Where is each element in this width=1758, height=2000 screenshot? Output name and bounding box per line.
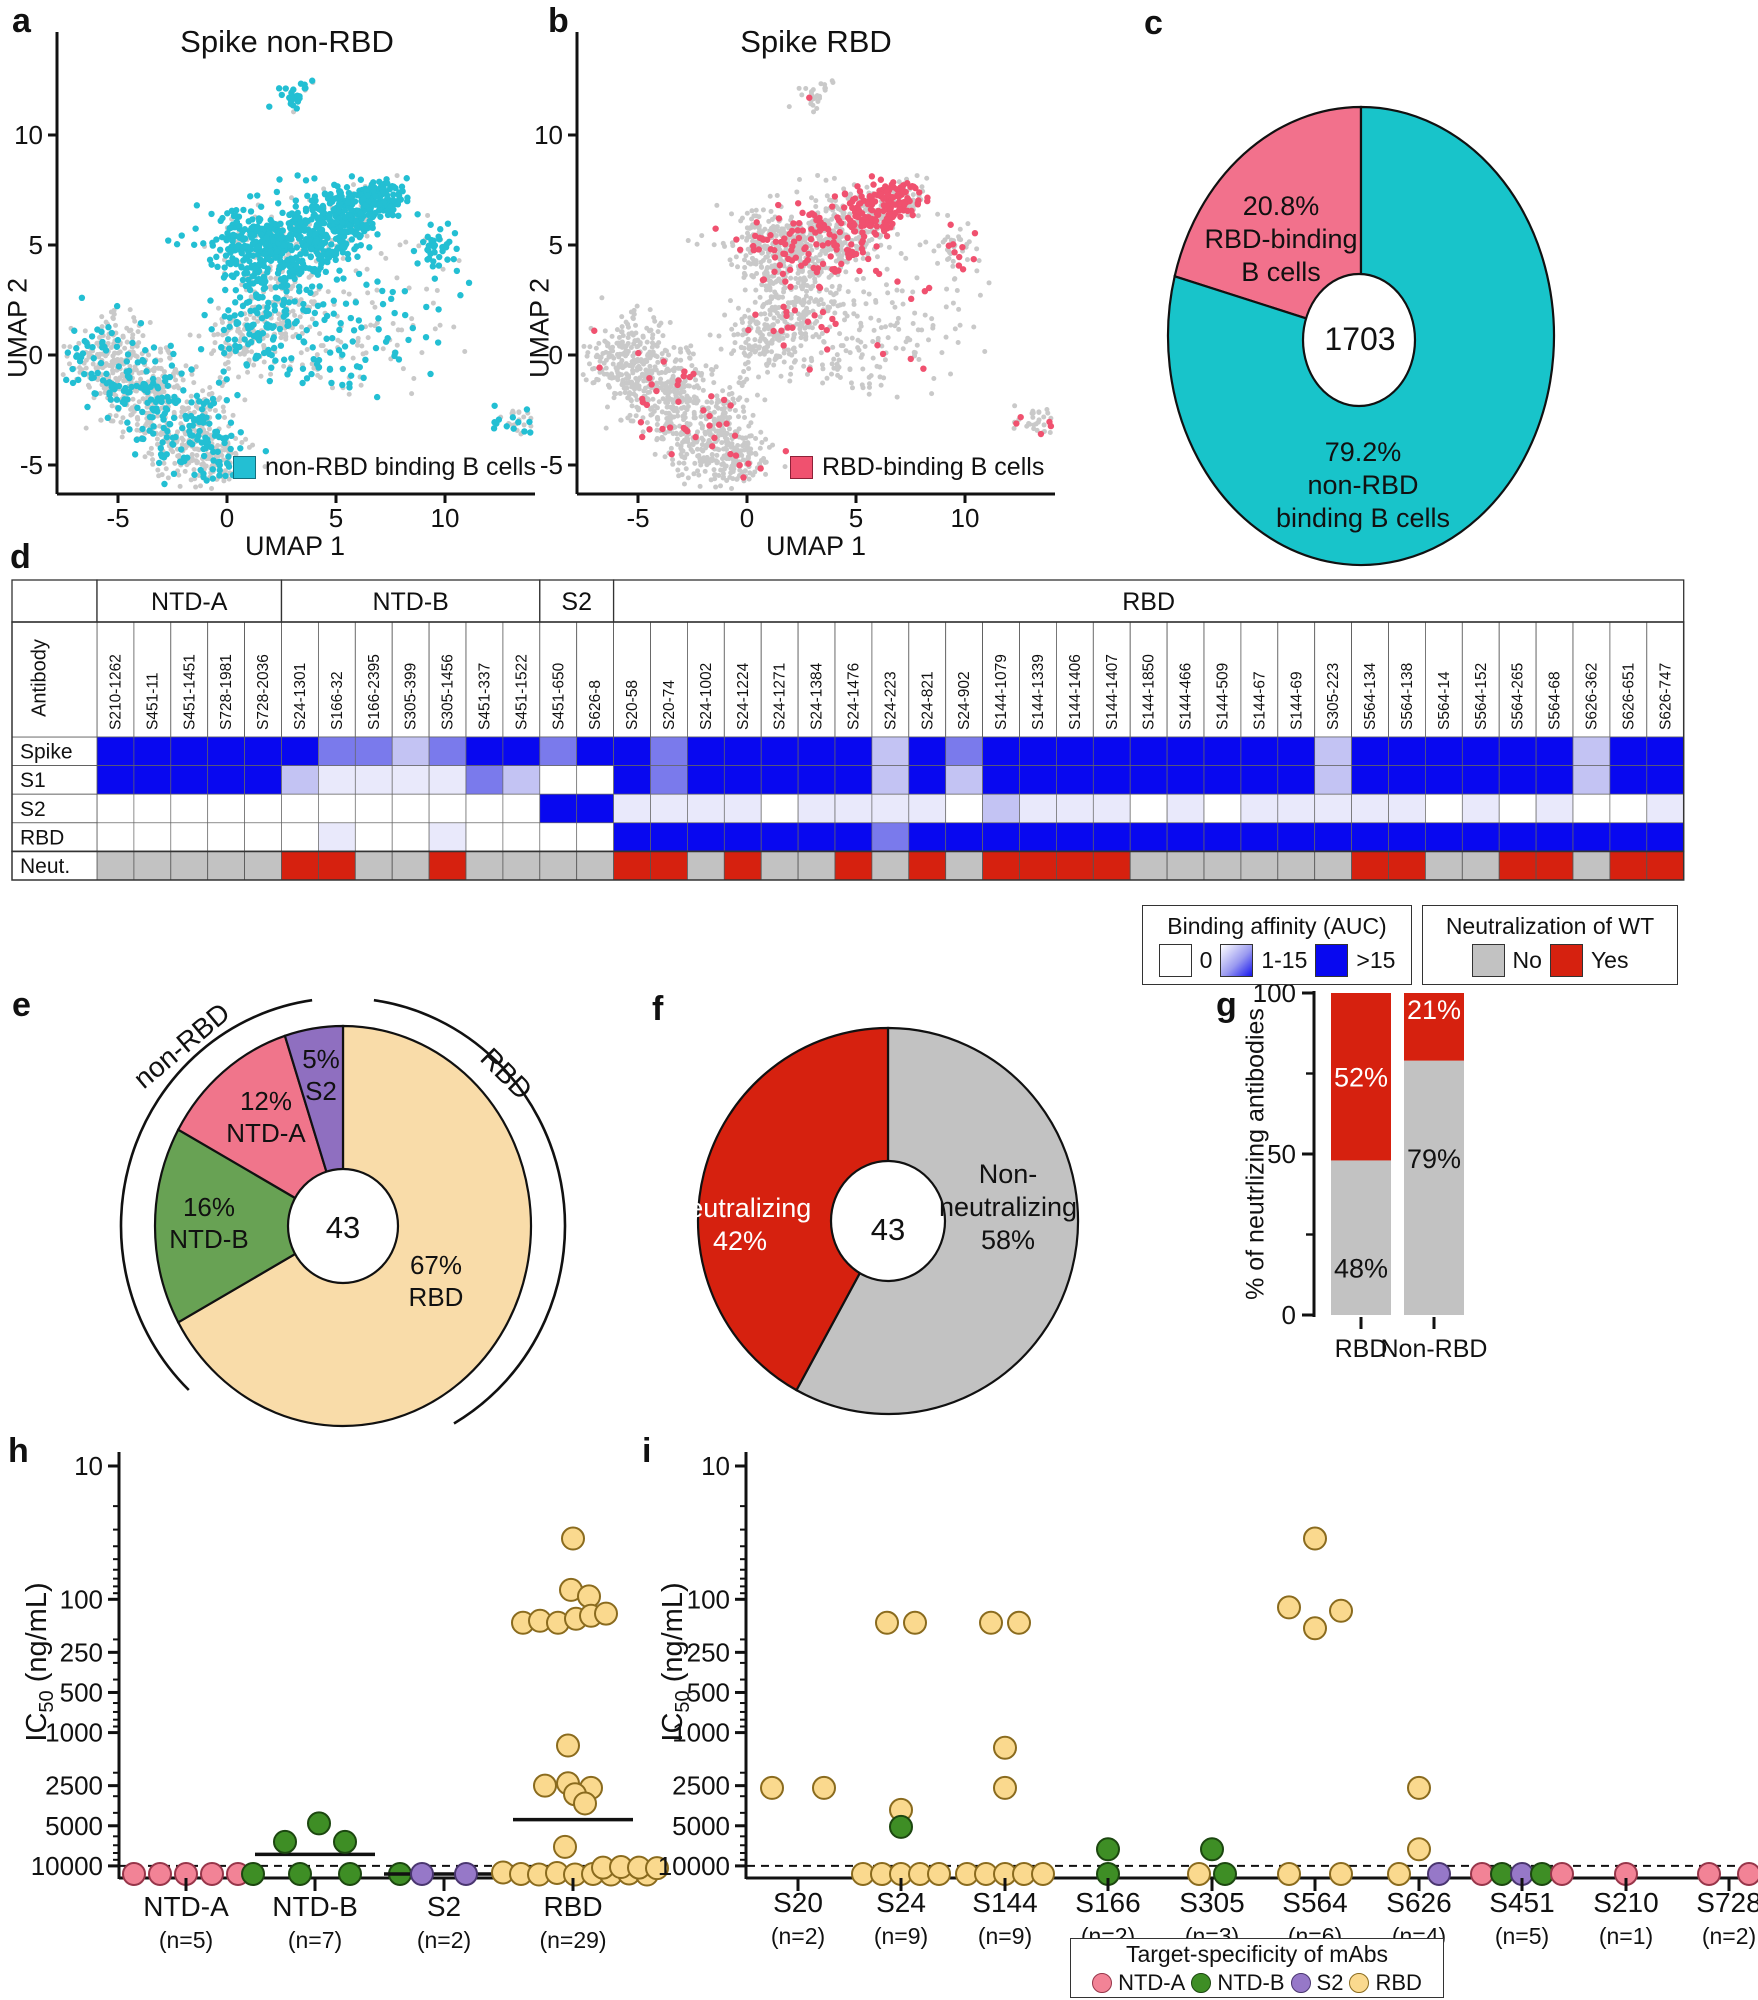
panel-letter-a: a	[12, 2, 31, 40]
target-specificity-title: Target-specificity of mAbs	[1125, 1940, 1389, 1967]
h-ylabel-main: IC	[21, 1712, 54, 1742]
donut-e-ntda-label: 12% NTD-A	[226, 1086, 306, 1148]
affinity-0-label: 0	[1199, 947, 1213, 973]
panel-b-legend-label: RBD-binding B cells	[822, 453, 1045, 481]
svg-text:5: 5	[549, 230, 563, 260]
affinity-1-15-swatch-icon	[1220, 944, 1254, 977]
svg-text:-5: -5	[106, 503, 129, 533]
donut-e-rbd-label: 67% RBD	[408, 1250, 464, 1312]
panel-b-ylabel: UMAP 2	[524, 277, 555, 379]
s2-legend-label: S2	[1316, 1969, 1344, 1995]
panel-a-legend: non-RBD binding B cells	[233, 453, 536, 482]
neut-yes-swatch-icon	[1549, 944, 1583, 977]
panel-letter-c: c	[1144, 4, 1163, 42]
panel-letter-d: d	[10, 538, 31, 576]
donut-f-total: 43	[870, 1212, 906, 1247]
panel-i-ylabel: IC50 (ng/mL)	[657, 1582, 695, 1741]
pie-c-total: 1703	[1324, 321, 1396, 357]
svg-text:10: 10	[951, 503, 980, 533]
neut-yes-label: Yes	[1590, 947, 1629, 973]
rbd-cells-swatch-icon	[790, 456, 813, 479]
svg-text:S451-11: S451-11	[144, 673, 161, 730]
panel-a-xlabel: UMAP 1	[244, 531, 346, 561]
rbd-legend-label: RBD	[1375, 1969, 1422, 1995]
panel-b-xlabel: UMAP 1	[765, 531, 867, 561]
panel-letter-h: h	[8, 1432, 29, 1470]
donut-f-neut-label: Neutralizing 42%	[668, 1193, 812, 1256]
target-specificity-legend: Target-specificity of mAbs NTD-A NTD-B S…	[1070, 1938, 1444, 1998]
donut-e-total: 43	[325, 1210, 361, 1245]
affinity-0-swatch-icon	[1158, 944, 1192, 977]
donut-e-nonrbd-ring-label: non-RBD	[127, 996, 236, 1095]
neutralization-legend-title: Neutralization of WT	[1445, 913, 1655, 939]
binding-affinity-legend-title: Binding affinity (AUC)	[1167, 913, 1387, 939]
neut-no-label: No	[1512, 947, 1542, 973]
nonrbd-cells-swatch-icon	[233, 456, 256, 479]
panel-letter-b: b	[548, 2, 569, 40]
affinity-gt15-label: >15	[1356, 947, 1396, 973]
panel-a-title: Spike non-RBD	[180, 24, 394, 59]
svg-text:10: 10	[14, 120, 43, 150]
svg-text:0: 0	[220, 503, 234, 533]
heatmap-antibody-label: Antibody	[28, 639, 51, 717]
svg-text:-5: -5	[20, 450, 43, 480]
svg-text:0: 0	[740, 503, 754, 533]
panel-h-ylabel: IC50 (ng/mL)	[21, 1582, 59, 1741]
svg-text:5: 5	[329, 503, 343, 533]
i-ylabel-sub: 50	[671, 1690, 694, 1713]
neut-no-swatch-icon	[1471, 944, 1505, 977]
h-ylabel-sub: 50	[35, 1690, 58, 1713]
panel-letter-f: f	[652, 990, 664, 1028]
binding-affinity-legend: Binding affinity (AUC) 0 1-15 >15	[1142, 905, 1412, 985]
ntda-legend-label: NTD-A	[1118, 1969, 1186, 1995]
affinity-1-15-label: 1-15	[1261, 947, 1308, 973]
panel-letter-e: e	[12, 986, 31, 1024]
i-ylabel-main: IC	[657, 1712, 690, 1742]
svg-text:-5: -5	[540, 450, 563, 480]
ntda-circle-icon	[1092, 1972, 1113, 1993]
ntdb-circle-icon	[1191, 1972, 1212, 1993]
svg-text:-5: -5	[626, 503, 649, 533]
donut-e-ntdb-label: 16% NTD-B	[169, 1192, 249, 1254]
ntdb-legend-label: NTD-B	[1217, 1969, 1285, 1995]
svg-text:5: 5	[29, 230, 43, 260]
panel-letter-g: g	[1216, 986, 1237, 1024]
svg-text:S210-1262: S210-1262	[107, 654, 124, 730]
svg-text:10: 10	[431, 503, 460, 533]
affinity-gt15-swatch-icon	[1315, 944, 1349, 977]
i-ylabel-unit: (ng/mL)	[657, 1582, 690, 1691]
rbd-circle-icon	[1349, 1972, 1370, 1993]
donut-e-rbd-ring-label: RBD	[474, 1041, 539, 1106]
panel-letter-i: i	[642, 1432, 652, 1470]
donut-f-nonneut-label: Non- neutralizing 58%	[938, 1159, 1078, 1255]
panel-b-legend: RBD-binding B cells	[790, 453, 1044, 482]
neutralization-legend: Neutralization of WT No Yes	[1422, 905, 1678, 985]
svg-text:10: 10	[534, 120, 563, 150]
pie-c-nonrbd-label: 79.2% non-RBD binding B cells	[1275, 437, 1451, 533]
svg-text:5: 5	[849, 503, 863, 533]
panel-a-legend-label: non-RBD binding B cells	[265, 453, 536, 481]
s2-circle-icon	[1290, 1972, 1311, 1993]
pie-c-rbd-label: 20.8% RBD-binding B cells	[1204, 191, 1358, 287]
panel-g-ylabel: % of neutrlizing antibodies	[1241, 1008, 1270, 1300]
panel-a-ylabel: UMAP 2	[2, 277, 33, 379]
h-ylabel-unit: (ng/mL)	[21, 1582, 54, 1691]
panel-b-title: Spike RBD	[740, 24, 892, 59]
